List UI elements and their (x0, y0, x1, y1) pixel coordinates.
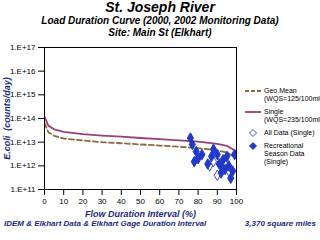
svg-text:1.E+11: 1.E+11 (11, 185, 37, 194)
svg-text:1.E+16: 1.E+16 (10, 67, 36, 76)
svg-text:70: 70 (174, 197, 183, 206)
html-text:Load Duration Curve (2000, 200: Load Duration Curve (2000, 2002 Monitori… (41, 15, 279, 26)
svg-text:E.coli (counts/day): E.coli (counts/day) (2, 77, 12, 160)
html-text:St. Joseph River: St. Joseph River (105, 0, 215, 15)
html-text:Site: Main St (Elkhart): Site: Main St (Elkhart) (108, 27, 212, 38)
svg-text:1.E+14: 1.E+14 (10, 114, 36, 123)
svg-text:90: 90 (213, 197, 222, 206)
svg-text:1.E+17: 1.E+17 (10, 43, 36, 52)
html-text:Recreational Season Data (Sing: Recreational Season Data (Single) (264, 142, 305, 165)
svg-text:60: 60 (155, 197, 164, 206)
svg-text:1.E+12: 1.E+12 (10, 161, 36, 170)
svg-text:0: 0 (42, 197, 47, 206)
html-text:IDEM & Elkhart Data & Elkhart: IDEM & Elkhart Data & Elkhart Gage Durat… (4, 219, 207, 228)
html-text:3,370 square miles: 3,370 square miles (244, 219, 316, 228)
svg-text:50: 50 (136, 197, 145, 206)
svg-text:1.E+13: 1.E+13 (10, 138, 36, 147)
svg-text:10: 10 (59, 197, 68, 206)
svg-text:Flow Duration Interval (%): Flow Duration Interval (%) (85, 209, 196, 219)
svg-text:40: 40 (117, 197, 126, 206)
svg-text:30: 30 (98, 197, 107, 206)
svg-text:80: 80 (194, 197, 203, 206)
svg-text:100: 100 (230, 197, 244, 206)
html-text:All Data (Single): All Data (Single) (264, 129, 315, 136)
svg-text:20: 20 (78, 197, 87, 206)
svg-text:1.E+15: 1.E+15 (10, 90, 36, 99)
